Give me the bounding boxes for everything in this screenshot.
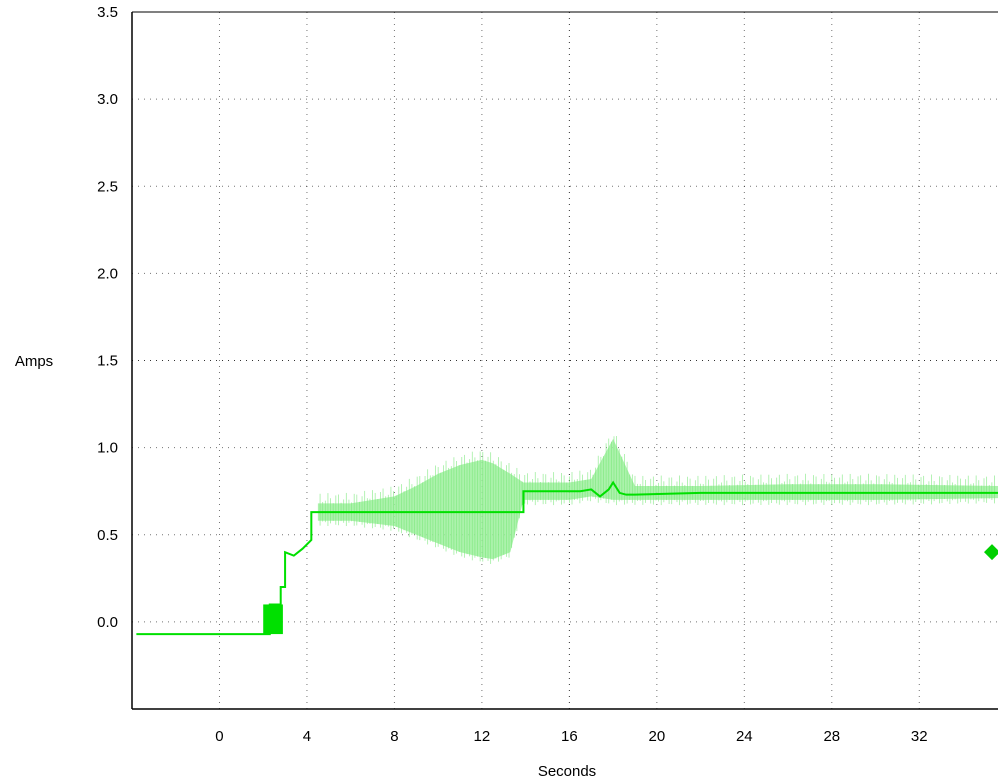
y-tick-label: 1.0 [97, 440, 118, 457]
x-tick-label: 8 [390, 728, 398, 745]
y-tick-label: 2.5 [97, 178, 118, 195]
startup-block [263, 604, 283, 635]
x-tick-label: 4 [303, 728, 311, 745]
level-marker-diamond [984, 544, 998, 561]
y-tick-label: 0.5 [97, 527, 118, 544]
y-axis-label: Amps [15, 353, 53, 370]
x-tick-label: 16 [561, 728, 578, 745]
x-tick-label: 20 [649, 728, 666, 745]
current-series [136, 480, 998, 636]
x-axis-label: Seconds [538, 763, 596, 780]
y-tick-label: 0.0 [97, 614, 118, 631]
y-tick-label: 1.5 [97, 353, 118, 370]
y-tick-label: 3.5 [97, 4, 118, 21]
series-line [136, 480, 998, 636]
level-marker [984, 544, 998, 561]
x-tick-label: 0 [215, 728, 223, 745]
gridlines [132, 11, 998, 709]
y-tick-label: 2.0 [97, 265, 118, 282]
plot-axes [131, 11, 998, 710]
y-tick-label: 3.0 [97, 91, 118, 108]
x-tick-labels: 0 4 8 12 16 20 24 28 32 [215, 728, 927, 745]
y-tick-labels: 0.0 0.5 1.0 1.5 2.0 2.5 3.0 3.5 [97, 4, 118, 631]
x-tick-label: 32 [911, 728, 928, 745]
x-tick-label: 24 [736, 728, 753, 745]
x-tick-label: 28 [823, 728, 840, 745]
x-tick-label: 12 [474, 728, 491, 745]
noise-band [317, 436, 998, 564]
